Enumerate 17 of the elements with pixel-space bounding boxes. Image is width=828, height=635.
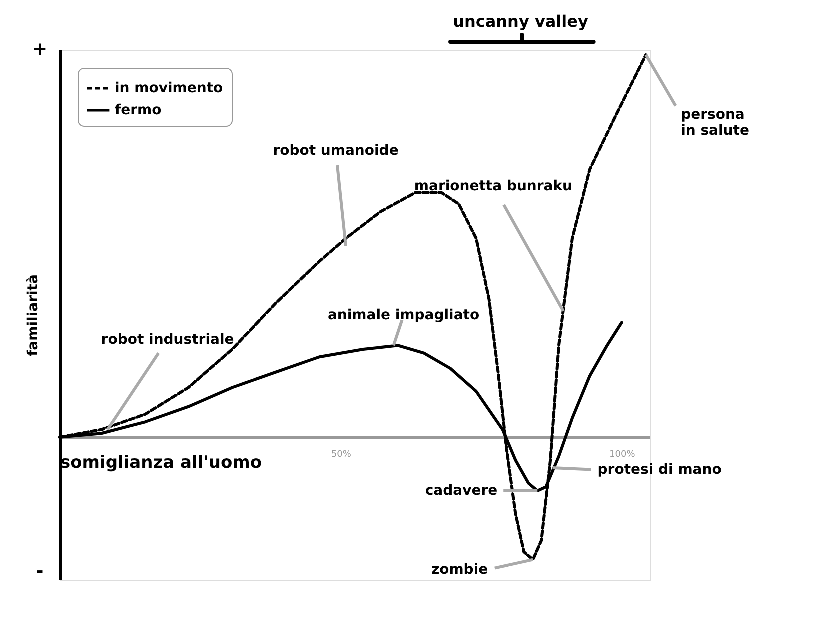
x-axis-title: somiglianza all'uomo [60,452,262,473]
annotation: protesi di mano [598,462,722,478]
x-tick-label: 50% [331,450,352,460]
annotation: marionetta bunraku [414,178,573,194]
text: + [32,39,48,60]
x-tick-label: 100% [610,450,636,460]
annotation: robot umanoide [273,143,399,160]
text: - [36,561,44,582]
text: uncanny valley [453,12,589,31]
annotation: robot industriale [101,332,234,348]
legend-label: fermo [115,102,162,118]
annotation: animale impagliato [328,308,480,324]
annotation: persona in salute [681,107,750,140]
annotation: zombie [431,562,488,578]
legend-label: in movimento [115,80,224,96]
y-axis-title: familiarità [26,274,42,356]
annotation: cadavere [425,482,498,499]
